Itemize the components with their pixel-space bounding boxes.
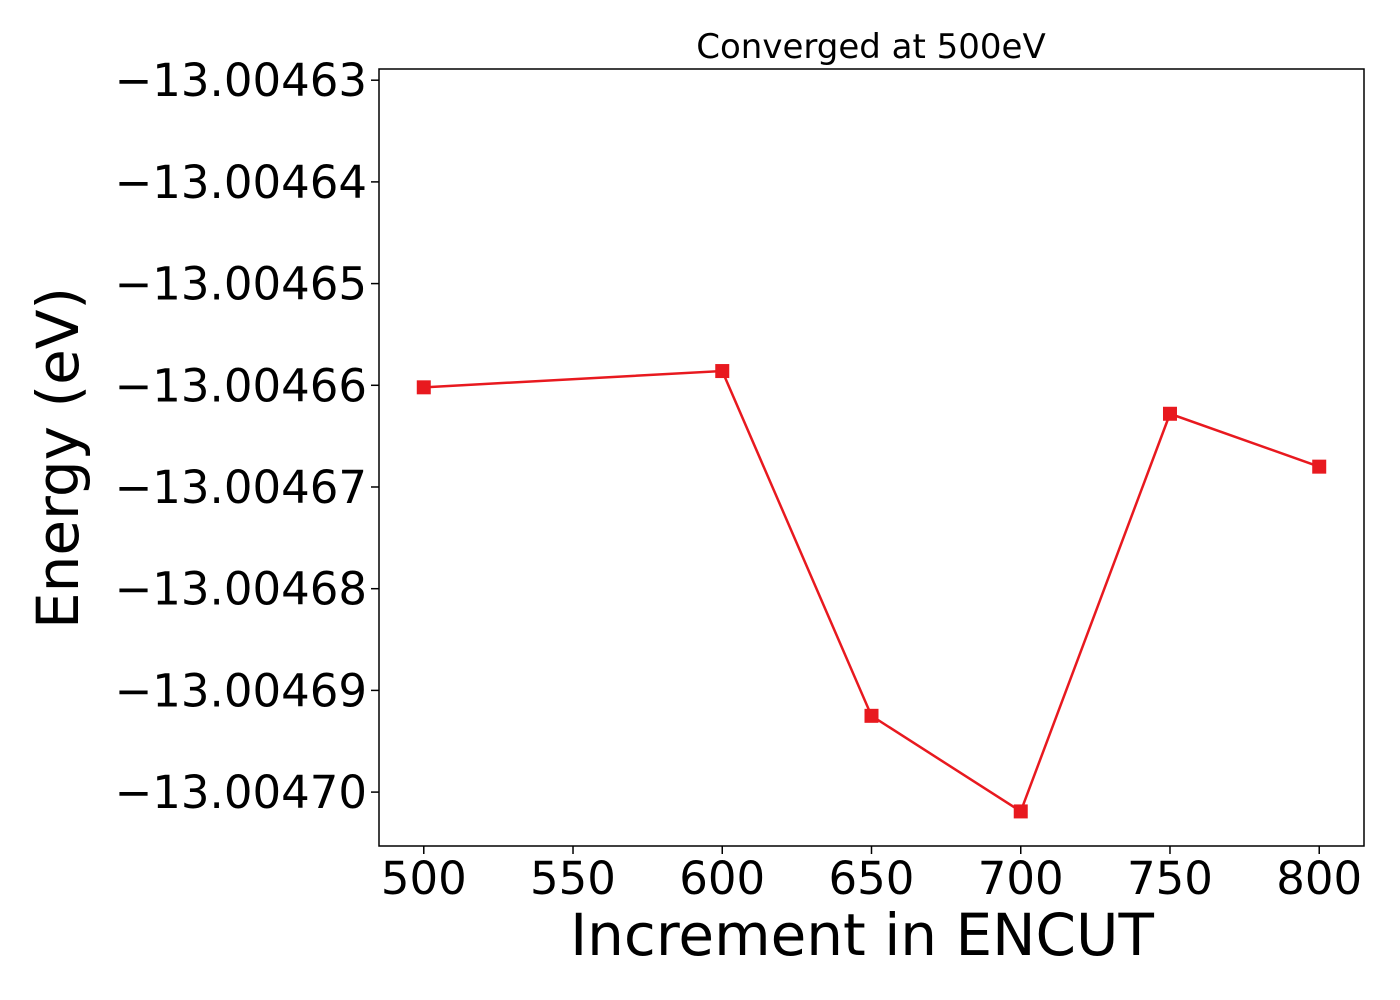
- y-tick-label: −13.00469: [115, 664, 367, 717]
- plot-area-frame: [378, 68, 1365, 847]
- y-tick-label: −13.00468: [115, 563, 367, 616]
- x-tick-label: 750: [1127, 852, 1213, 905]
- data-point-marker: [416, 380, 431, 395]
- x-axis-label: Increment in ENCUT: [570, 901, 1154, 969]
- data-point-marker: [1162, 406, 1177, 421]
- y-tick-label: −13.00464: [115, 156, 367, 209]
- x-axis: 500 550 600 650 700 750 800: [381, 846, 1362, 905]
- y-tick-label: −13.00467: [115, 461, 367, 514]
- x-tick-label: 700: [978, 852, 1064, 905]
- chart-title: Converged at 500eV: [696, 27, 1045, 67]
- y-axis-label: Energy (eV): [24, 287, 92, 629]
- series-line: [423, 369, 1320, 814]
- x-tick-label: 800: [1276, 852, 1362, 905]
- y-tick-label: −13.00465: [115, 258, 367, 311]
- data-point-marker: [1312, 459, 1327, 474]
- series-layer: [416, 364, 1327, 819]
- data-point-marker: [864, 708, 879, 723]
- y-tick-label: −13.00463: [115, 54, 367, 107]
- data-point-marker: [1013, 804, 1028, 819]
- data-point-marker: [715, 364, 730, 379]
- y-tick-label: −13.00470: [115, 766, 367, 819]
- x-tick-label: 600: [679, 852, 765, 905]
- y-tick-label: −13.00466: [115, 359, 367, 412]
- x-tick-label: 650: [829, 852, 915, 905]
- x-tick-label: 500: [381, 852, 467, 905]
- y-axis: −13.00463 −13.00464 −13.00465 −13.00466 −13.…: [115, 54, 379, 819]
- x-tick-label: 550: [530, 852, 616, 905]
